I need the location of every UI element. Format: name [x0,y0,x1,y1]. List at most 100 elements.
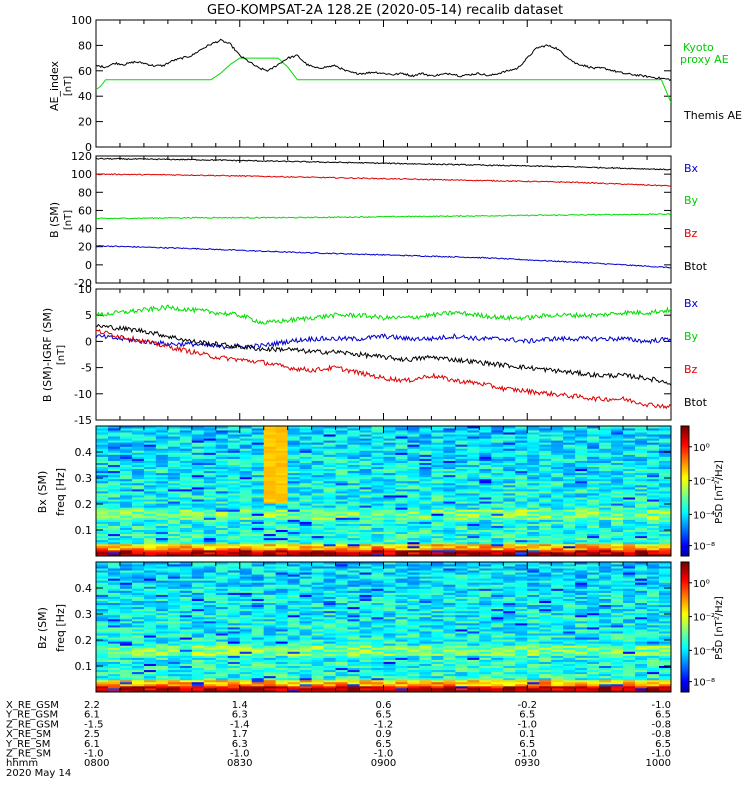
heatmap-cell [371,594,384,597]
heatmap-cell [491,543,504,547]
heatmap-cell [239,614,253,618]
heatmap-cell [203,665,217,669]
heatmap-cell [191,515,205,518]
heatmap-cell [239,661,253,664]
heatmap-cell [96,600,109,604]
heatmap-cell [299,622,313,626]
heatmap-cell [467,539,480,543]
heatmap-cell [299,523,313,526]
heatmap-cell [659,539,672,543]
colorbar-segment [681,534,689,537]
heatmap-cell [359,531,372,535]
heatmap-cell [96,653,109,656]
heatmap-cell [227,491,241,494]
heatmap-cell [443,521,456,524]
heatmap-cell [407,519,420,522]
heatmap-cell [179,432,193,435]
heatmap-cell [167,517,181,520]
heatmap-cell [299,527,313,530]
heatmap-cell [287,509,301,512]
heatmap-cell [359,553,372,557]
heatmap-cell [371,521,384,524]
heatmap-cell [251,647,265,650]
heatmap-cell [443,480,456,484]
heatmap-cell [179,535,193,539]
heatmap-cell [599,438,612,441]
heatmap-cell [155,669,169,673]
bx-heatmap-cells [96,426,672,557]
heatmap-cell [527,495,540,498]
heatmap-cell [131,594,145,597]
heatmap-cell [299,671,313,675]
heatmap-cell [335,517,348,520]
colorbar-segment [681,501,689,505]
heatmap-cell [131,596,145,599]
heatmap-cell [263,604,277,608]
heatmap-cell [191,527,205,530]
heatmap-cell [347,509,360,512]
heatmap-cell [167,549,181,553]
heatmap-cell [215,527,229,530]
heatmap-cell [155,482,169,486]
heatmap-cell [131,503,145,506]
heatmap-cell [335,454,348,457]
heatmap-cell [203,515,217,518]
heatmap-cell [311,685,325,689]
heatmap-cell [587,460,600,463]
heatmap-cell [131,486,145,490]
heatmap-cell [275,499,289,502]
heatmap-cell [455,450,468,453]
heatmap-cell [599,493,612,496]
heatmap-cell [371,480,384,484]
heatmap-cell [251,525,265,528]
heatmap-cell [467,432,480,435]
heatmap-cell [215,486,229,490]
heatmap-cell [107,551,121,555]
heatmap-cell [347,434,360,437]
heatmap-cell [275,679,289,683]
heatmap-cell [191,535,205,539]
heatmap-cell [119,539,133,543]
heatmap-cell [287,606,301,610]
heatmap-cell [215,681,229,685]
panel-bz-spectrogram: Bz (SM) freq [Hz] 0.10.20.30.4 10⁰10⁻²10… [36,561,725,693]
heatmap-cell [323,667,336,671]
heatmap-cell [107,614,121,618]
heatmap-cell [239,551,253,555]
heatmap-cell [599,515,612,518]
heatmap-cell [527,491,540,494]
heatmap-cell [251,444,265,447]
heatmap-cell [575,517,588,520]
heatmap-cell [503,430,516,433]
heatmap-cell [239,515,253,518]
heatmap-cell [335,432,348,435]
heatmap-cell [227,434,241,437]
heatmap-cell [239,622,253,626]
heatmap-cell [96,505,109,508]
heatmap-cell [371,606,384,610]
heatmap-cell [275,614,289,618]
heatmap-cell [263,426,277,429]
heatmap-cell [479,513,492,516]
heatmap-cell [299,637,313,640]
heatmap-cell [623,488,636,492]
heatmap-cell [96,568,109,571]
heatmap-cell [431,493,444,496]
heatmap-cell [443,541,456,545]
heatmap-cell [335,531,348,535]
heatmap-cell [251,535,265,539]
heatmap-cell [119,614,133,618]
heatmap-cell [167,681,181,685]
heatmap-cell [263,519,277,522]
heatmap-cell [155,513,169,516]
heatmap-cell [131,610,145,614]
heatmap-cell [263,651,277,654]
heatmap-cell [179,478,193,482]
heatmap-cell [275,653,289,656]
heatmap-cell [431,527,444,530]
heatmap-cell [371,491,384,494]
heatmap-cell [227,488,241,492]
heatmap-cell [131,657,145,660]
heatmap-cell [179,602,193,606]
heatmap-cell [155,635,169,638]
